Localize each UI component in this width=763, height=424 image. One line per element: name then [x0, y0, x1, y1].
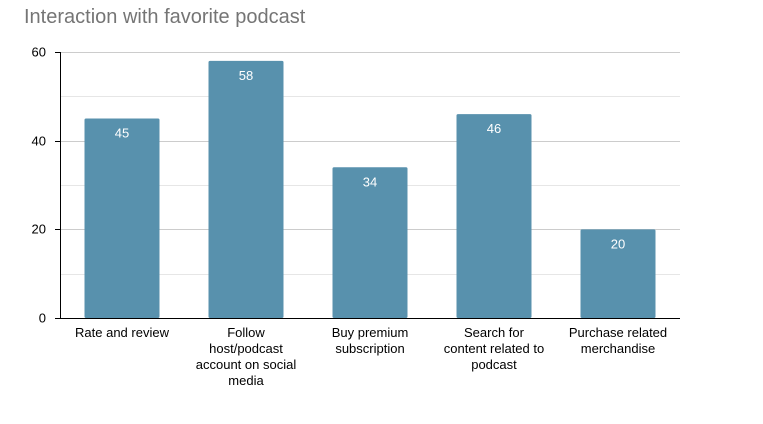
data-label: 58	[239, 68, 253, 83]
x-tick-label: Purchase related merchandise	[568, 325, 668, 356]
y-tick-label: 60	[32, 45, 46, 60]
bar	[84, 118, 160, 318]
y-tick-label: 0	[39, 311, 46, 326]
y-tick-label: 40	[32, 134, 46, 149]
bar	[580, 229, 656, 318]
y-tick-label: 20	[32, 222, 46, 237]
data-label: 20	[611, 236, 625, 251]
data-label: 46	[487, 121, 501, 136]
x-tick-label: Follow host/podcast account on social media	[195, 325, 297, 388]
x-tick-label: Buy premium subscription	[331, 325, 409, 356]
data-label: 34	[363, 174, 377, 189]
x-tick-label: Rate and review	[75, 325, 169, 340]
bar	[332, 167, 408, 318]
chart-title: Interaction with favorite podcast	[24, 6, 306, 28]
x-tick-label: Search for content related to podcast	[443, 325, 545, 372]
bar	[456, 114, 532, 318]
data-label: 45	[115, 126, 129, 141]
bar	[208, 60, 284, 318]
